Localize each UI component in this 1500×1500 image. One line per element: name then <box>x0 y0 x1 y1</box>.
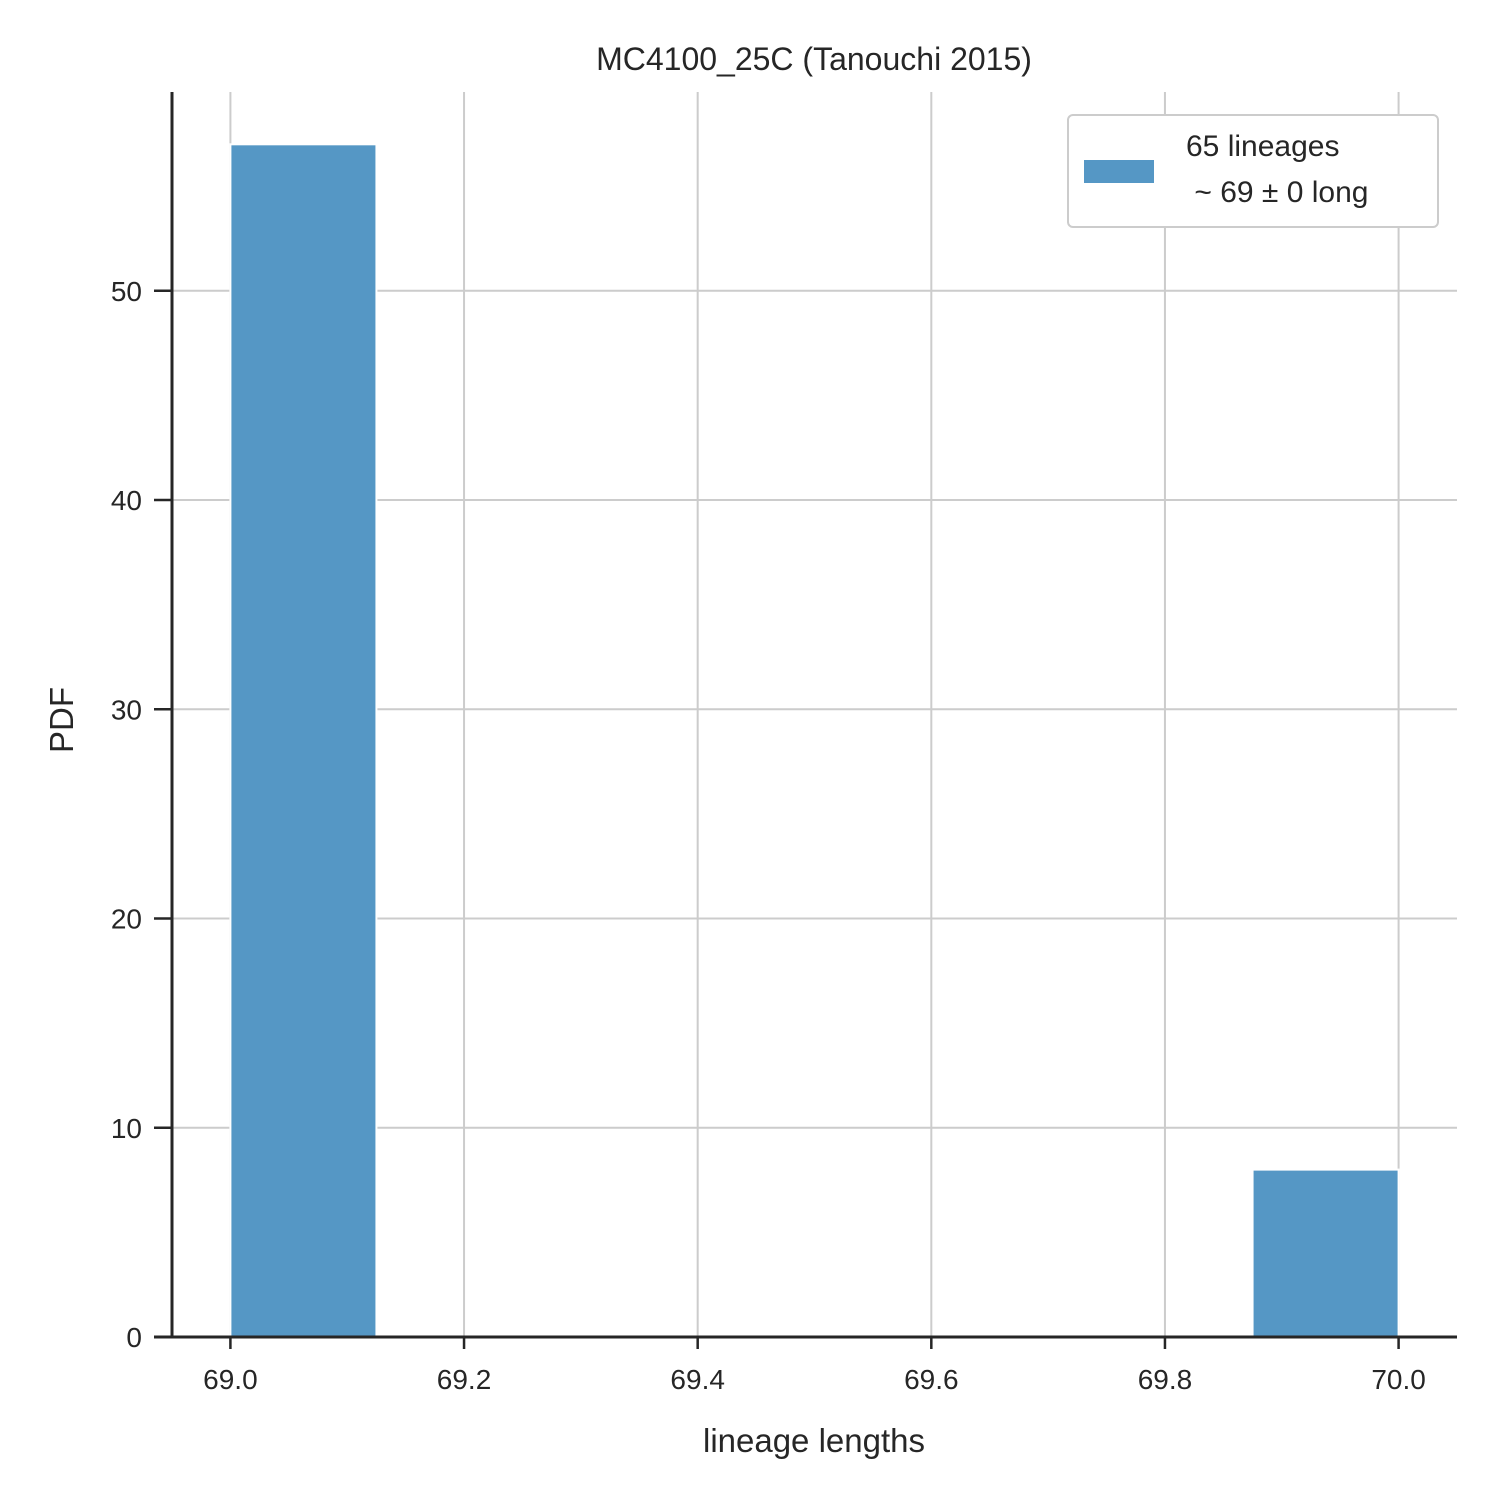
x-tick-label: 69.4 <box>670 1364 725 1395</box>
y-tick-label: 20 <box>111 904 142 935</box>
histogram-bar <box>1251 1168 1400 1339</box>
y-tick-label: 40 <box>111 485 142 516</box>
y-tick-label: 30 <box>111 694 142 725</box>
x-tick-label: 69.6 <box>904 1364 959 1395</box>
ticks: 69.0 69.2 69.4 69.6 69.8 70.0 0 10 20 30 40 50 <box>111 276 1426 1395</box>
y-axis-label: PDF <box>43 687 80 753</box>
legend-box <box>1067 114 1439 228</box>
grid <box>172 92 1457 1338</box>
x-tick-label: 69.8 <box>1138 1364 1193 1395</box>
bars <box>229 143 1400 1339</box>
histogram-bar <box>229 143 378 1339</box>
legend: 65 lineages ~ 69 ± 0 long <box>1067 114 1439 228</box>
legend-line-1: 65 lineages <box>1186 130 1339 163</box>
chart-title: MC4100_25C (Tanouchi 2015) <box>596 41 1032 77</box>
y-tick-label: 50 <box>111 276 142 307</box>
x-tick-label: 69.0 <box>203 1364 258 1395</box>
x-tick-label: 69.2 <box>437 1364 492 1395</box>
legend-swatch <box>1084 160 1154 183</box>
y-tick-label: 0 <box>126 1322 142 1353</box>
y-tick-label: 10 <box>111 1113 142 1144</box>
x-axis-label: lineage lengths <box>703 1422 925 1459</box>
x-tick-label: 70.0 <box>1371 1364 1426 1395</box>
legend-line-2: ~ 69 ± 0 long <box>1186 176 1368 209</box>
axes <box>154 92 1457 1339</box>
